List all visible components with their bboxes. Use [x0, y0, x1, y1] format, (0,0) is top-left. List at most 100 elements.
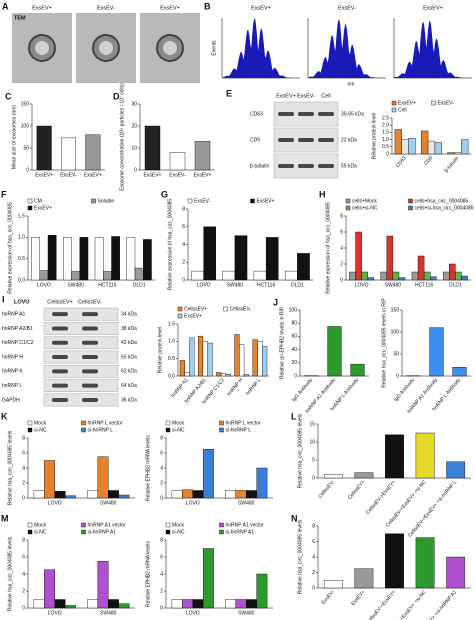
legend-label: ExsEV+	[257, 198, 275, 204]
row-name: GAPDH	[2, 397, 20, 403]
bar	[71, 271, 80, 281]
y-axis-title: Relative protein level	[371, 113, 377, 159]
bar	[235, 490, 247, 499]
bar	[350, 363, 365, 377]
y-tick-label: 2	[22, 480, 25, 486]
y-tick-label: 0	[182, 277, 185, 283]
bar	[85, 134, 101, 171]
y-tick-label: 10	[131, 145, 137, 151]
y-tick-label: 0	[340, 277, 343, 283]
row-name: β-tubulin	[250, 163, 269, 169]
y-tick-label: 150	[21, 101, 30, 107]
bar	[192, 599, 204, 609]
bar	[398, 277, 406, 281]
bar	[97, 561, 109, 609]
y-axis-title: Exosome concentration (10⁸ particles / 1…	[119, 83, 125, 191]
bar	[349, 271, 356, 281]
bar	[262, 346, 268, 377]
bar	[103, 271, 112, 281]
bar	[434, 142, 442, 155]
legend-label: ExsEV-	[438, 100, 455, 106]
column-header: CellssEV-	[78, 299, 102, 305]
bar	[415, 537, 435, 589]
y-tick-label: 0	[396, 373, 399, 379]
blot-band	[82, 326, 98, 331]
bar	[134, 267, 144, 281]
y-tick-label: 8	[160, 537, 163, 543]
y-axis-title: Relative expression of hsa_circ_0004085	[167, 199, 173, 291]
legend-swatch	[431, 100, 436, 106]
bar	[446, 556, 466, 589]
y-tick-label: 15	[309, 421, 315, 427]
bar	[220, 373, 227, 377]
bar	[203, 226, 217, 281]
bar	[455, 271, 462, 281]
blot-strip	[43, 336, 119, 350]
bar	[64, 605, 76, 609]
image-caption: ExsEV+	[160, 5, 180, 11]
legend-swatch	[250, 198, 255, 204]
row-size: 38 kDa	[121, 326, 137, 332]
legend-swatch	[345, 205, 351, 211]
x-tick-label: DLD1	[449, 282, 462, 288]
legend-swatch	[81, 420, 86, 426]
row-name: CD9	[250, 137, 260, 143]
legend-swatch	[27, 427, 33, 433]
legend-label: si-hnRNP A1	[226, 529, 255, 535]
bar	[394, 129, 402, 155]
panel-label: J	[273, 297, 278, 307]
legend-label: Mock	[172, 522, 184, 528]
x-tick-label: HCT116	[98, 282, 116, 288]
blot-band	[52, 355, 68, 360]
bar	[202, 548, 214, 609]
bar	[202, 341, 208, 377]
blot-band	[298, 112, 314, 116]
blot-band	[82, 397, 98, 402]
y-tick-label: 0	[22, 495, 25, 501]
legend-label: cells+si-NC	[352, 205, 378, 211]
y-tick-label: 100	[289, 307, 298, 313]
y-tick-label: 4	[340, 245, 343, 251]
y-axis-title: Relative hsa_circ_0004085 levels in RIP	[381, 298, 387, 388]
bar	[447, 152, 455, 155]
bar	[253, 270, 267, 281]
y-tick-label: 4	[22, 571, 25, 577]
y-tick-label: 4	[160, 465, 163, 471]
bar	[235, 599, 247, 609]
legend-label: si-hnRNP L	[226, 427, 252, 433]
blot-band	[82, 312, 98, 317]
row-size: 64 kDa	[121, 383, 137, 389]
blot-band	[318, 138, 334, 142]
y-tick-label: 0	[26, 167, 29, 173]
blot-strip	[43, 379, 119, 393]
bar	[179, 360, 185, 377]
image-caption: ExsEV+	[423, 5, 443, 11]
bar	[87, 490, 99, 499]
y-tick-label: 100	[391, 329, 400, 335]
y-tick-label: 30	[131, 101, 137, 107]
bar	[184, 372, 190, 377]
y-tick-label: 0.0	[18, 277, 25, 283]
bar	[234, 235, 248, 281]
bar	[111, 236, 120, 281]
legend-label: si-NC	[172, 529, 185, 535]
bar	[108, 490, 119, 499]
x-tick-label: SW480	[238, 610, 255, 616]
legend-label: CellssEV+	[184, 306, 207, 312]
y-tick-label: 8	[312, 523, 315, 529]
bar	[61, 137, 77, 171]
legend-swatch	[391, 100, 397, 106]
bar	[143, 239, 152, 281]
blot-band	[298, 138, 314, 142]
panel-label: C	[5, 91, 12, 101]
bar	[222, 270, 236, 281]
y-tick-label: 6	[312, 539, 315, 545]
bar	[392, 271, 400, 281]
legend-swatch	[91, 198, 96, 204]
y-tick-label: 6	[182, 224, 185, 230]
bar	[194, 141, 211, 171]
y-tick-label: 20	[131, 123, 137, 129]
bar	[225, 490, 237, 499]
blot-strip	[43, 307, 119, 321]
